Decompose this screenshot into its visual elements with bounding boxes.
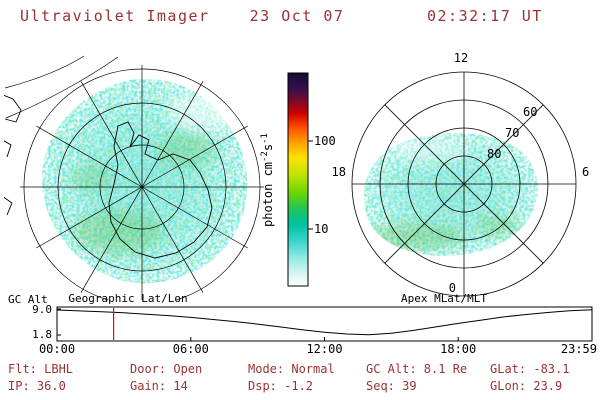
mlat-rings — [351, 71, 577, 297]
colorbar: 100 10 photon cm-2s-1 — [260, 72, 336, 287]
altitude-strip-chart: GC Alt 9.0 1.8 00:00 06:00 12:00 18:00 2… — [8, 293, 597, 356]
meridian-line — [141, 186, 204, 293]
colorbar-gradient — [287, 72, 309, 287]
colorbar-units-mid: s — [261, 144, 275, 151]
status-door: Door: Open — [130, 362, 202, 376]
coastlines — [4, 94, 213, 259]
status-flt: Flt: LBHL — [8, 362, 73, 376]
geographic-panel — [4, 55, 264, 300]
mlt-label-0: 0 — [449, 281, 456, 295]
status-gcalt: GC Alt: 8.1 Re — [366, 362, 467, 376]
strip-ylabel: GC Alt — [8, 293, 48, 306]
strip-ticks — [56, 308, 593, 341]
apex-axis-labels: 12 18 6 0 60 70 80 — [332, 51, 590, 295]
latitude-circle — [57, 102, 227, 272]
altitude-curve — [56, 309, 593, 336]
mlat-ring-outer — [351, 71, 577, 297]
grid-arc — [4, 55, 85, 89]
aurora-green-patch — [367, 224, 463, 250]
app-title: Ultraviolet Imager — [20, 7, 210, 25]
mlat-ring-60 — [379, 99, 549, 269]
colorbar-units-main: photon cm — [261, 162, 275, 227]
x-tick-0600: 06:00 — [173, 342, 209, 356]
time-label: 02:32:17 UT — [427, 7, 543, 25]
date-label: 23 Oct 07 — [250, 7, 345, 25]
colorbar-tick-10: 10 — [314, 222, 328, 236]
header: Ultraviolet Imager 23 Oct 07 02:32:17 UT — [20, 7, 543, 25]
apex-panel: 12 18 6 0 60 70 80 — [332, 51, 590, 297]
status-seq: Seq: 39 — [366, 379, 417, 393]
mlt-spoke — [384, 104, 544, 264]
status-readouts: Flt: LBHL Door: Open Mode: Normal GC Alt… — [8, 362, 569, 393]
meridian-line — [141, 81, 204, 188]
aurora-image-apex — [363, 133, 538, 256]
strip-xtick-labels: 00:00 06:00 12:00 18:00 23:59 — [39, 342, 597, 356]
mlt-label-6: 6 — [582, 165, 589, 179]
panel-titles: Geographic Lat/Lon Apex MLat/MLT — [68, 292, 487, 305]
meridian-line — [80, 81, 143, 188]
latitude-circle — [23, 68, 261, 300]
aurora-green-patch — [72, 164, 112, 192]
antarctica-coastline — [108, 121, 213, 259]
geographic-panel-title: Geographic Lat/Lon — [68, 292, 187, 305]
aurora-green-patch — [476, 216, 520, 236]
status-gain: Gain: 14 — [130, 379, 188, 393]
mlt-label-12: 12 — [454, 51, 468, 65]
colorbar-tick-100: 100 — [314, 134, 336, 148]
y-tick-1-8: 1.8 — [32, 328, 52, 341]
apex-panel-title: Apex MLat/MLT — [401, 292, 487, 305]
status-mode: Mode: Normal — [248, 362, 335, 376]
latitude-circles — [23, 68, 261, 300]
y-tick-9: 9.0 — [32, 303, 52, 316]
meridian-line — [36, 125, 143, 188]
colorbar-units-sup: -2 — [260, 151, 270, 162]
status-glat: GLat: -83.1 — [490, 362, 569, 376]
colorbar-units-sup: -1 — [260, 133, 270, 144]
mlt-spokes — [352, 72, 576, 296]
mlt-label-18: 18 — [332, 165, 346, 179]
mlat-label-60: 60 — [523, 105, 537, 119]
mlat-ring-70 — [407, 127, 521, 241]
x-tick-1200: 12:00 — [306, 342, 342, 356]
x-tick-0000: 00:00 — [39, 342, 75, 356]
colorbar-units-label: photon cm-2s-1 — [260, 133, 275, 227]
grid-arc — [5, 56, 119, 119]
meridian-grid — [20, 65, 264, 300]
aurora-green-patch — [156, 132, 216, 168]
status-glon: GLon: 23.9 — [490, 379, 562, 393]
status-dsp: Dsp: -1.2 — [248, 379, 313, 393]
coast-fragment — [4, 94, 22, 123]
mlat-label-70: 70 — [505, 126, 519, 140]
x-tick-2359: 23:59 — [561, 342, 597, 356]
mlat-label-80: 80 — [487, 147, 501, 161]
coast-fragment — [4, 140, 12, 158]
aurora-green-patch — [73, 210, 163, 254]
latitude-circle — [99, 144, 185, 230]
mlat-ring-80 — [435, 155, 493, 213]
x-tick-1800: 18:00 — [440, 342, 476, 356]
grid-extensions — [4, 55, 119, 119]
status-ip: IP: 36.0 — [8, 379, 66, 393]
meridian-line — [141, 186, 248, 249]
meridian-line — [36, 186, 143, 249]
meridian-line — [141, 125, 248, 188]
aurora-image-geographic — [42, 78, 248, 284]
coast-fragment — [4, 196, 13, 216]
meridian-line — [80, 186, 143, 293]
